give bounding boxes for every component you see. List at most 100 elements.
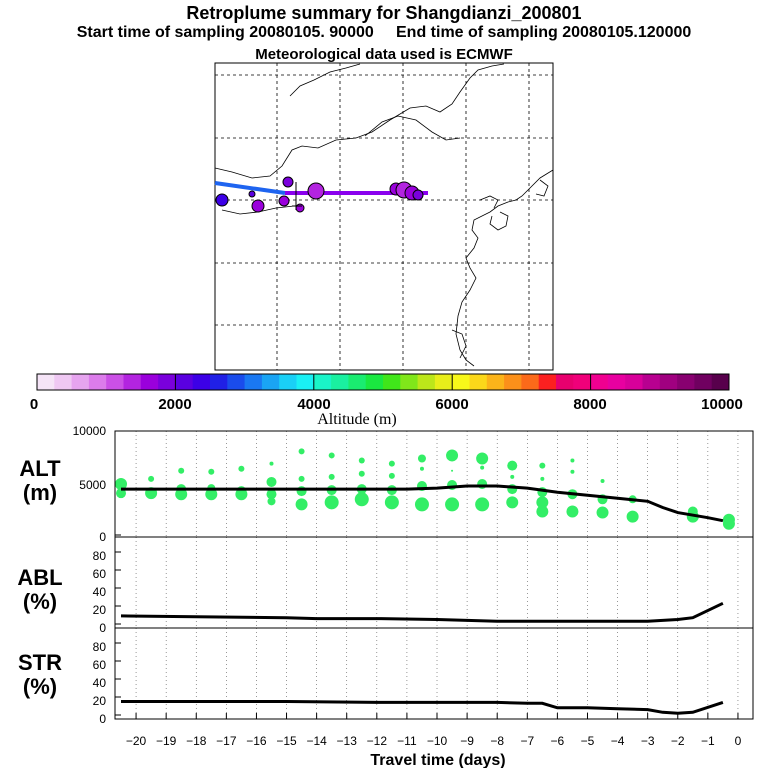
alt-dot (235, 488, 248, 501)
x-tick-label: −5 (581, 734, 595, 748)
x-tick-label: −12 (367, 734, 388, 748)
alt-dot (419, 466, 424, 471)
alt-grid (115, 431, 739, 537)
x-tick-label: −19 (156, 734, 177, 748)
cluster-markers (215, 176, 424, 213)
colorbar-cell (210, 374, 228, 390)
abl-ytick: 60 (93, 567, 107, 581)
colorbar-cell (694, 374, 713, 390)
alt-dot (295, 498, 308, 511)
map-frame (214, 62, 554, 371)
colorbar-cell (71, 374, 90, 390)
alt-dot (480, 465, 485, 470)
x-tick-label: −20 (126, 734, 147, 748)
alt-dot (148, 475, 155, 482)
colorbar-cell (417, 374, 436, 390)
alt-dot (324, 495, 339, 510)
alt-dot (116, 488, 127, 499)
abl-ytick: 0 (99, 621, 106, 635)
colorbar-cell (434, 374, 453, 390)
str-ytick: 80 (93, 640, 107, 654)
x-tick-label: −13 (337, 734, 358, 748)
cluster-marker (307, 182, 325, 200)
colorbar-cell (244, 374, 263, 390)
alt-dot (115, 478, 128, 490)
colorbar-cell (504, 374, 522, 390)
alt-dot (354, 492, 369, 507)
colorbar-cells (37, 374, 730, 390)
alt-dot (506, 496, 519, 509)
colorbar-cell (140, 374, 159, 390)
alt-dot (570, 469, 575, 474)
alt-panel-label: ALT (19, 456, 61, 481)
abl-grid (115, 537, 739, 628)
alt-dot (451, 469, 454, 472)
alt-dot (510, 474, 515, 479)
alt-dot (539, 462, 546, 469)
colorbar-cell (365, 374, 384, 390)
x-axis-label: Travel time (days) (370, 752, 505, 768)
alt-ytick: 10000 (73, 424, 107, 438)
colorbar-cell (279, 374, 297, 390)
colorbar-cell (642, 374, 661, 390)
alt-dot (266, 476, 277, 487)
alt-dot (208, 468, 215, 475)
trajectory-map (214, 62, 554, 371)
alt-dot (570, 458, 575, 463)
alt-dot (596, 506, 609, 519)
colorbar-cell (711, 374, 730, 390)
alt-ytick: 0 (99, 530, 106, 544)
alt-dot (298, 475, 305, 482)
alt-dot (540, 476, 545, 481)
str-ytick: 20 (93, 694, 107, 708)
alt-dot (238, 465, 245, 472)
str-ytick: 40 (93, 676, 107, 690)
abl-panel-label: ABL (17, 565, 62, 590)
alt-dot (269, 461, 274, 466)
colorbar-cell (607, 374, 626, 390)
abl-line (120, 601, 724, 623)
x-tick-label: 0 (735, 734, 742, 748)
start-time-label: Start time of sampling 20080105. 90000 (76, 24, 374, 41)
colorbar-cell (54, 374, 73, 390)
x-tick-label: −1 (701, 734, 715, 748)
x-tick-label: −16 (246, 734, 267, 748)
x-tick-label: −14 (306, 734, 327, 748)
colorbar-cell (659, 374, 678, 390)
colorbar-cell (538, 374, 557, 390)
colorbar-cell (556, 374, 574, 390)
west-segment (214, 181, 286, 195)
x-tick-label: −10 (427, 734, 448, 748)
alt-dot (266, 489, 277, 500)
cluster-marker (295, 203, 305, 213)
str-panel: STR (%) 80 60 40 20 0 (18, 627, 754, 726)
colorbar-cell (261, 374, 280, 390)
altitude-colorbar: 0 2000 4000 6000 8000 10000 Altitude (m) (30, 373, 743, 428)
alt-dot (536, 505, 549, 518)
alt-dot (445, 497, 460, 512)
alt-dot (476, 452, 489, 465)
colorbar-tick: 8000 (573, 396, 606, 413)
plot-title: Retroplume summary for Shangdianzi_20080… (186, 3, 582, 23)
colorbar-cell (175, 374, 194, 390)
alt-dot (417, 454, 426, 463)
cluster-marker (278, 195, 290, 207)
alt-dot (358, 457, 365, 464)
alt-dot (388, 472, 395, 479)
cluster-marker (412, 189, 424, 201)
alt-dot (205, 488, 218, 501)
colorbar-cell (296, 374, 315, 390)
abl-panel: ABL (%) 80 60 40 20 0 (17, 536, 754, 635)
colorbar-cell (469, 374, 488, 390)
alt-ytick: 5000 (79, 478, 106, 492)
str-frame (114, 627, 754, 720)
x-tick-label: −18 (186, 734, 207, 748)
abl-panel-unit: (%) (23, 589, 57, 614)
alt-dot (267, 497, 276, 506)
colorbar-cell (400, 374, 419, 390)
x-tick-label: −17 (216, 734, 237, 748)
colorbar-cell (227, 374, 246, 390)
alt-dot (328, 452, 335, 459)
abl-ytick: 80 (93, 549, 107, 563)
